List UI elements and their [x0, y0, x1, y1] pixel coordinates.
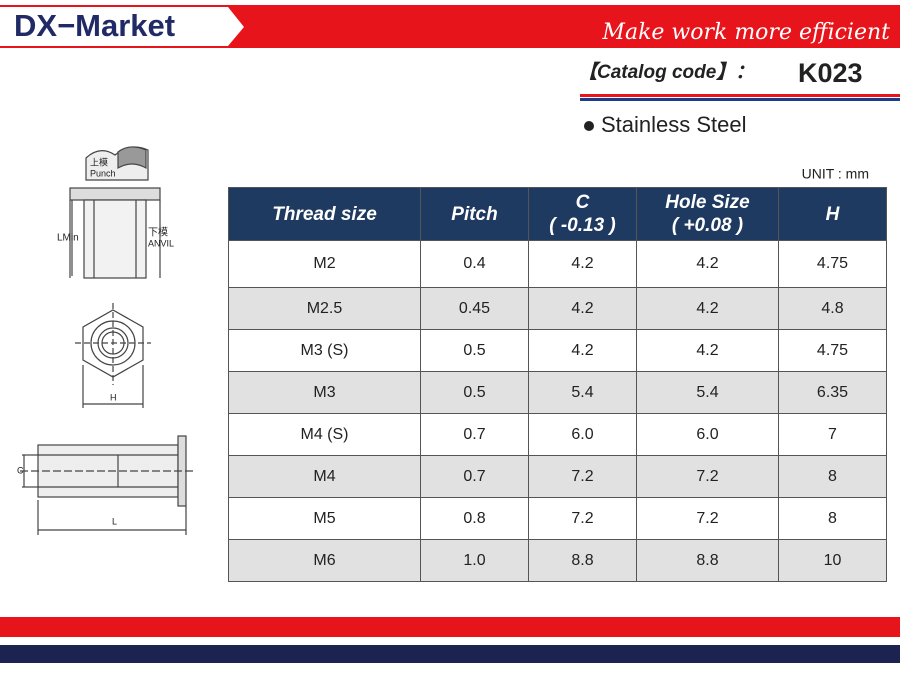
punch-cn: 上模 [90, 157, 108, 167]
table-row: M4 0.7 7.2 7.2 8 [228, 455, 887, 498]
material: Stainless Steel [601, 112, 747, 137]
unit: UNIT : mm [802, 166, 869, 182]
table-row: M2.5 0.45 4.2 4.2 4.8 [228, 287, 887, 330]
table-cell: 4.2 [636, 240, 779, 288]
catalog-label: 【Catalog code】： [578, 61, 754, 83]
table-cell: 0.7 [420, 413, 529, 456]
spec-table: Thread size Pitch C( -0.13 ) Hole Size( +0.… [228, 187, 887, 582]
slogan: Make work more efficient [601, 20, 890, 45]
punch: Punch [90, 168, 116, 178]
table-cell: 7.2 [636, 455, 779, 498]
column-header: H [778, 187, 887, 241]
table-cell: 0.4 [420, 240, 529, 288]
table-cell: M3 (S) [228, 329, 421, 372]
column-header: Thread size [228, 187, 421, 241]
table-row: M6 1.0 8.8 8.8 10 [228, 539, 887, 582]
header-title: Hole Size [665, 192, 750, 213]
brand-plate [0, 7, 244, 46]
table-cell: M2 [228, 240, 421, 288]
table-cell: 4.75 [778, 240, 887, 288]
table-cell: 7.2 [528, 497, 637, 540]
table-cell: 10 [778, 539, 887, 582]
catalog-code: K023 [798, 58, 863, 88]
table-cell: 6.0 [528, 413, 637, 456]
hex-diagram [75, 303, 151, 408]
table-cell: 7 [778, 413, 887, 456]
header-title: Pitch [451, 203, 498, 225]
brand: DX−Market [14, 8, 175, 43]
rule-blue [580, 98, 900, 101]
table-row: M3 0.5 5.4 5.4 6.35 [228, 371, 887, 414]
column-header: Hole Size( +0.08 ) [636, 187, 779, 241]
footer-navy [0, 645, 900, 663]
table-cell: 1.0 [420, 539, 529, 582]
side-diagram [20, 435, 195, 535]
table-cell: 4.8 [778, 287, 887, 330]
table-cell: M3 [228, 371, 421, 414]
header-title: H [825, 203, 840, 225]
footer-red [0, 617, 900, 637]
table-cell: 4.2 [636, 287, 779, 330]
table-cell: M4 [228, 455, 421, 498]
table-cell: 0.7 [420, 455, 529, 498]
l-label: L [112, 516, 117, 526]
table-cell: 0.8 [420, 497, 529, 540]
table-cell: 6.35 [778, 371, 887, 414]
table-cell: 8.8 [636, 539, 779, 582]
header-sub: ( +0.08 ) [671, 215, 744, 236]
header-title: Thread size [272, 203, 377, 225]
table-cell: 0.45 [420, 287, 529, 330]
table-row: M3 (S) 0.5 4.2 4.2 4.75 [228, 329, 887, 372]
table-cell: M4 (S) [228, 413, 421, 456]
rule-red [580, 94, 900, 97]
table-cell: M6 [228, 539, 421, 582]
table-cell: 5.4 [636, 371, 779, 414]
table-cell: 8.8 [528, 539, 637, 582]
table-row: M4 (S) 0.7 6.0 6.0 7 [228, 413, 887, 456]
table-cell: 7.2 [528, 455, 637, 498]
table-cell: 4.2 [528, 287, 637, 330]
anvil: ANVIL [148, 238, 174, 248]
table-cell: 7.2 [636, 497, 779, 540]
table-cell: 5.4 [528, 371, 637, 414]
table-cell: 0.5 [420, 371, 529, 414]
table-cell: 4.2 [528, 329, 637, 372]
table-cell: 4.75 [778, 329, 887, 372]
header-sub: ( -0.13 ) [549, 215, 616, 236]
column-header: C( -0.13 ) [528, 187, 637, 241]
h-label: H [110, 392, 117, 402]
table-cell: 8 [778, 497, 887, 540]
table-cell: 8 [778, 455, 887, 498]
table-cell: M2.5 [228, 287, 421, 330]
table-cell: 0.5 [420, 329, 529, 372]
header-row: Thread size Pitch C( -0.13 ) Hole Size( +0.… [228, 187, 887, 241]
c-label: C [17, 465, 24, 475]
press-diagram [69, 146, 161, 279]
lmin: LMin [57, 233, 79, 244]
bullet [584, 121, 594, 131]
table-cell: 4.2 [528, 240, 637, 288]
column-header: Pitch [420, 187, 529, 241]
table-cell: 6.0 [636, 413, 779, 456]
table-body: M2 0.4 4.2 4.2 4.75 M2.5 0.45 4.2 4.2 4.8 M3 (S) 0.… [228, 240, 887, 582]
table-row: M5 0.8 7.2 7.2 8 [228, 497, 887, 540]
header-title: C [575, 192, 590, 213]
table-row: M2 0.4 4.2 4.2 4.75 [228, 240, 887, 288]
table-cell: M5 [228, 497, 421, 540]
table-cell: 4.2 [636, 329, 779, 372]
anvil-cn: 下模 [148, 227, 168, 239]
